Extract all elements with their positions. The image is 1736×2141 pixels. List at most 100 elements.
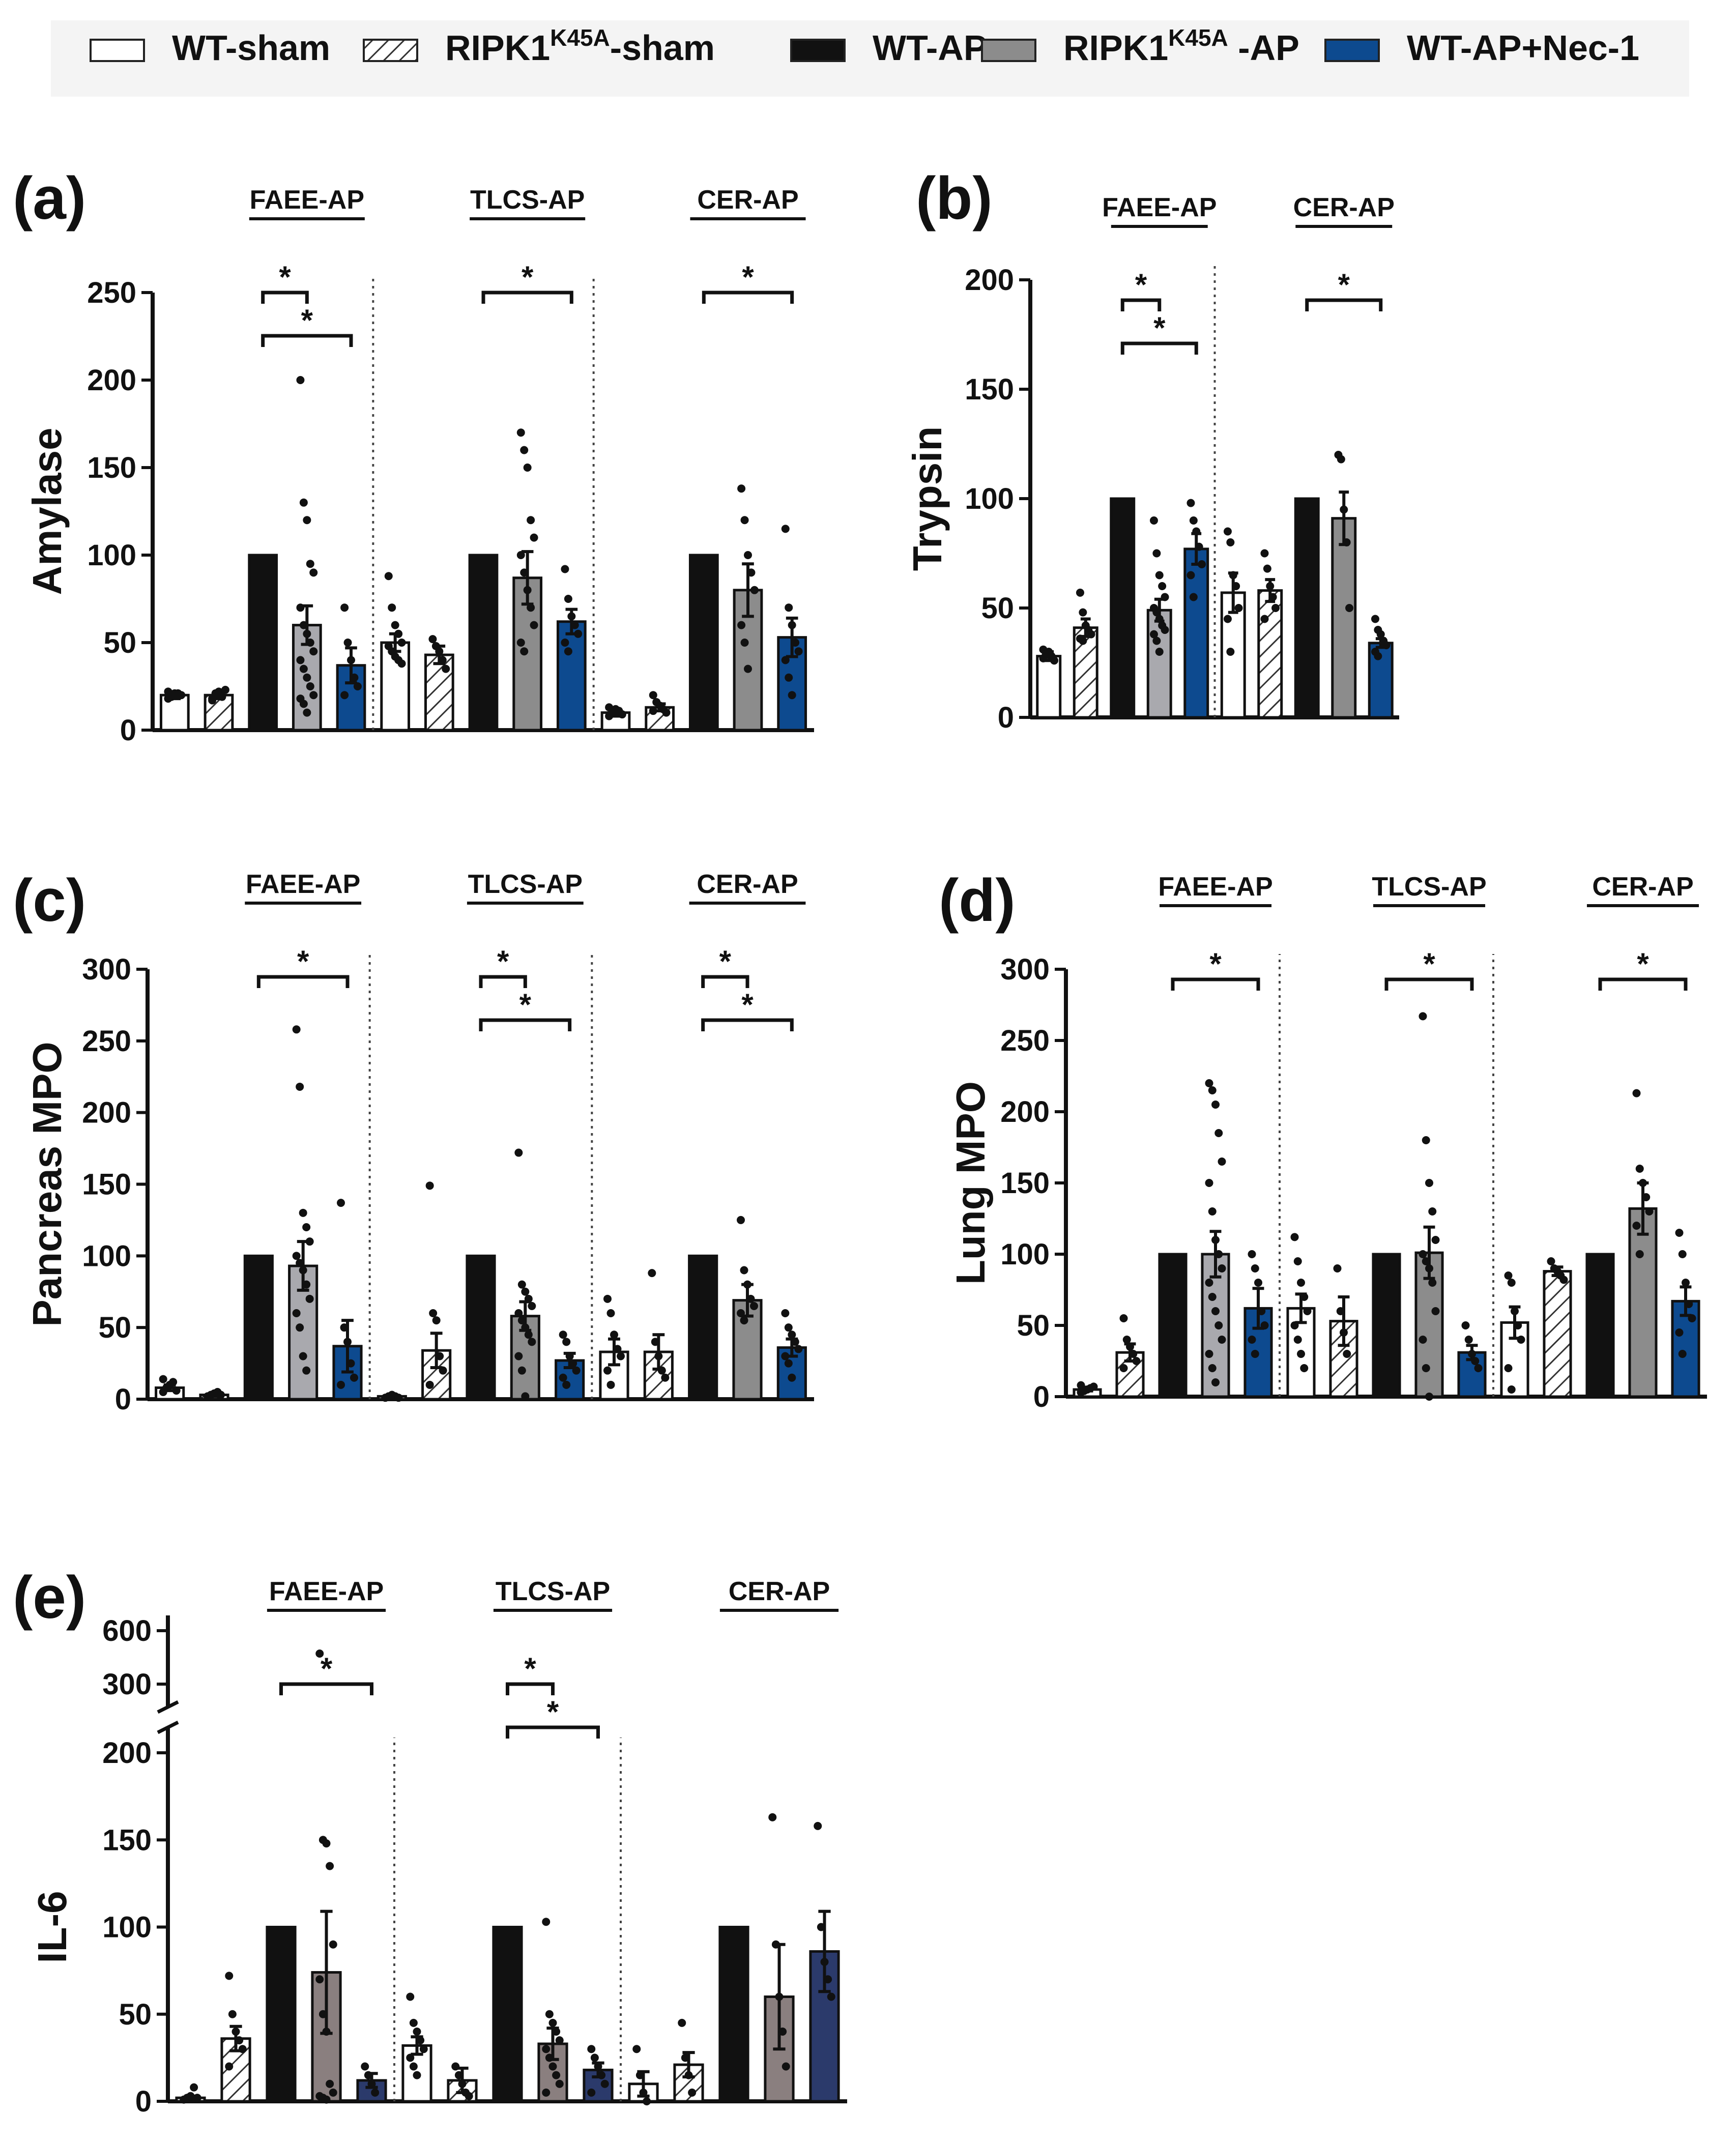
data-point (600, 2079, 609, 2088)
data-point (425, 1181, 434, 1190)
data-point (794, 1345, 803, 1353)
panels: (a)Amylase050100150200250FAEE-AP**TLCS-A… (13, 165, 1707, 2118)
y-tick-label: 50 (103, 626, 136, 659)
data-point (319, 2010, 327, 2018)
data-point (746, 1294, 755, 1303)
significance-bracket (1120, 298, 1162, 311)
data-point (292, 1252, 301, 1260)
data-point (315, 1975, 324, 1984)
legend (51, 20, 1689, 97)
bar-ripk_ap (1628, 1207, 1658, 1398)
data-point (1161, 626, 1169, 634)
data-point (322, 2028, 331, 2036)
data-point (296, 1259, 304, 1267)
significance-star: * (742, 260, 754, 294)
group-d-0: FAEE-AP * (1073, 872, 1281, 1398)
legend-label-ripk_sham: RIPK1K45A-sham (445, 24, 715, 68)
data-point (643, 2097, 651, 2105)
data-point (299, 621, 308, 629)
data-point (514, 1148, 523, 1157)
data-point (235, 2036, 244, 2045)
data-point (1260, 615, 1269, 623)
y-tick-label: 0 (998, 701, 1014, 734)
data-point (606, 1380, 615, 1389)
y-tick-label: 200 (965, 264, 1014, 297)
data-point (1079, 636, 1087, 645)
significance-star: * (1153, 311, 1166, 345)
y-tick-label: 100 (965, 482, 1014, 515)
y-axis-label-e: IL-6 (30, 1891, 75, 1963)
data-point (343, 639, 352, 647)
data-point (1645, 1207, 1654, 1216)
data-point (1208, 1207, 1217, 1216)
data-point (684, 2071, 693, 2079)
data-point (1152, 636, 1161, 645)
significance-bracket (261, 291, 309, 304)
data-point (608, 708, 617, 717)
significance-star: * (297, 944, 309, 978)
data-point (649, 691, 657, 700)
data-point (521, 1287, 530, 1296)
data-point (296, 656, 305, 664)
data-point (432, 1316, 441, 1325)
data-point (429, 1309, 438, 1317)
bar-wt_sham (1500, 1321, 1529, 1398)
data-point (190, 2083, 198, 2092)
significance-star: * (1637, 947, 1649, 981)
y-tick-label: 200 (82, 1096, 131, 1130)
group-e-0: FAEE-AP * (175, 1577, 395, 2104)
data-point (1419, 1336, 1427, 1344)
data-point (364, 2071, 372, 2079)
y-tick-label: 100 (102, 1911, 152, 1944)
y-tick-label: 250 (1000, 1024, 1050, 1057)
y-tick-label: 300 (102, 1668, 152, 1701)
data-point (1471, 1357, 1480, 1365)
data-point (303, 673, 311, 682)
significance-bracket (701, 975, 749, 988)
data-point (296, 376, 305, 384)
data-point (1266, 582, 1275, 590)
data-point (428, 635, 437, 644)
y-tick-label: 100 (82, 1239, 131, 1272)
data-point (1198, 560, 1206, 568)
data-point (225, 2062, 234, 2071)
data-point (523, 586, 532, 594)
data-point (169, 1378, 178, 1386)
data-point (1155, 648, 1164, 656)
data-point (737, 621, 746, 629)
data-point (302, 1223, 311, 1231)
data-point (1214, 1250, 1223, 1258)
y-tick-label: 300 (82, 953, 131, 986)
data-point (1214, 1129, 1223, 1137)
data-point (781, 525, 790, 533)
group-label: CER-AP (697, 870, 798, 899)
data-point (768, 1813, 777, 1821)
group-label: FAEE-AP (269, 1577, 384, 1606)
data-point (1205, 1179, 1213, 1187)
data-point (820, 1958, 829, 1966)
data-point (186, 2092, 195, 2100)
data-point (384, 572, 393, 581)
group-label: TLCS-AP (470, 185, 585, 215)
data-point (326, 1862, 334, 1870)
data-point (306, 560, 314, 568)
data-point (309, 691, 318, 700)
group-label: CER-AP (729, 1577, 830, 1606)
data-point (170, 689, 179, 698)
data-point (520, 446, 529, 454)
bar-wt_ap (1158, 1253, 1188, 1398)
data-point (1425, 1393, 1433, 1401)
data-point (521, 1323, 530, 1332)
legend-swatch-wt_sham (90, 39, 145, 62)
y-tick-label: 0 (135, 2085, 152, 2118)
significance-star: * (719, 944, 732, 978)
data-point (232, 2028, 240, 2036)
data-point (326, 2079, 334, 2088)
data-point (436, 1352, 444, 1361)
data-point (419, 2045, 428, 2053)
y-tick-label: 50 (1017, 1309, 1050, 1342)
data-point (299, 1208, 307, 1217)
data-point (743, 1280, 751, 1289)
data-point (216, 1391, 225, 1399)
data-point (343, 1338, 352, 1346)
